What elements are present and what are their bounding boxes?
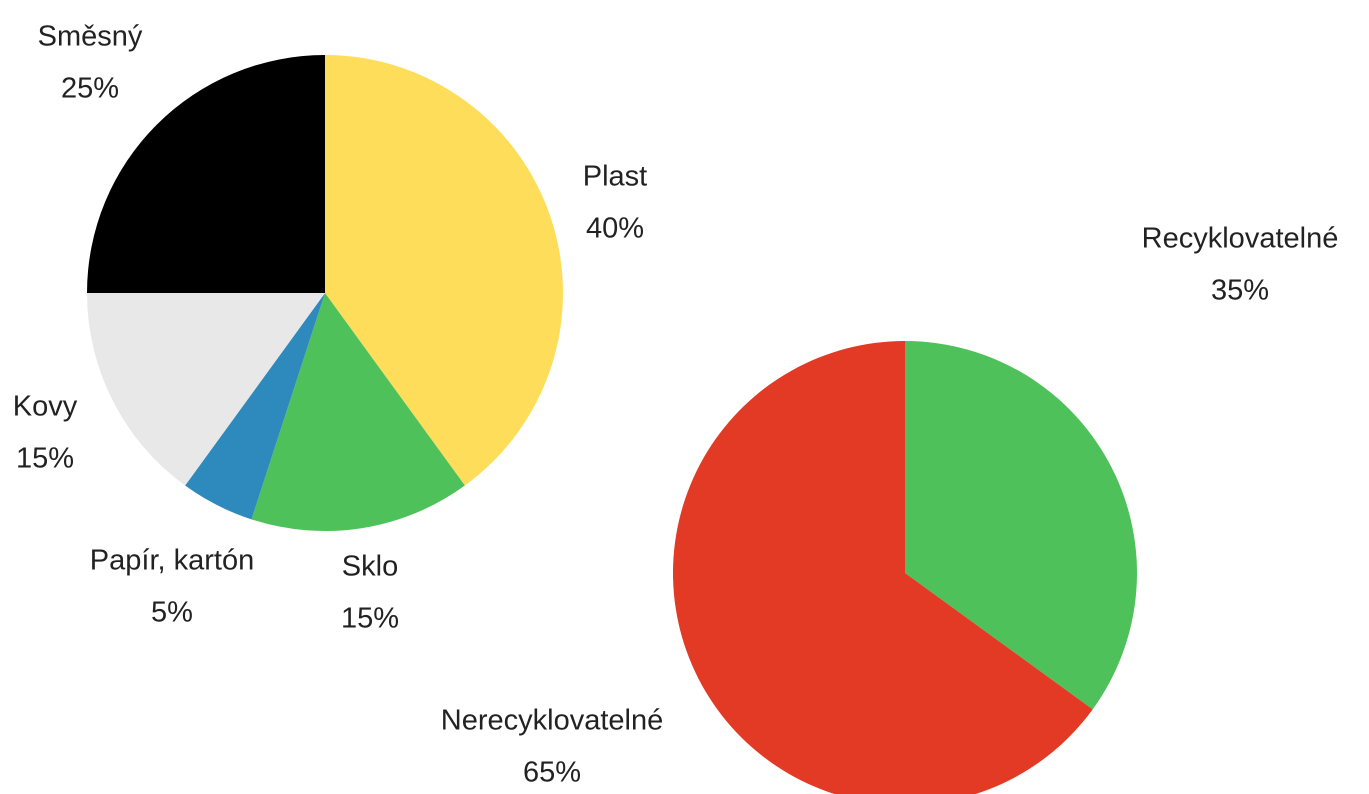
pie-slice: [251, 293, 465, 532]
slice-label: Směsný: [38, 21, 143, 53]
pie-slice: [87, 55, 325, 293]
slice-label: Kovy: [13, 391, 78, 423]
slice-label: Papír, kartón: [90, 545, 254, 577]
slice-value-label: 65%: [523, 757, 581, 789]
slice-value-label: 5%: [151, 597, 193, 629]
pie-slice: [673, 341, 1093, 794]
slice-value-label: 25%: [61, 73, 119, 105]
pie-slice: [905, 341, 1137, 710]
slice-label: Recyklovatelné: [1142, 223, 1339, 255]
slice-label: Sklo: [342, 551, 398, 583]
slice-value-label: 35%: [1211, 275, 1269, 307]
pie-slice: [185, 293, 325, 520]
pie-slice: [325, 55, 564, 486]
slice-label: Plast: [583, 161, 647, 193]
slice-value-label: 40%: [586, 213, 644, 245]
pie-slice: [87, 293, 325, 486]
slice-value-label: 15%: [341, 603, 399, 635]
slice-value-label: 15%: [16, 443, 74, 475]
slice-label: Nerecyklovatelné: [441, 705, 663, 737]
